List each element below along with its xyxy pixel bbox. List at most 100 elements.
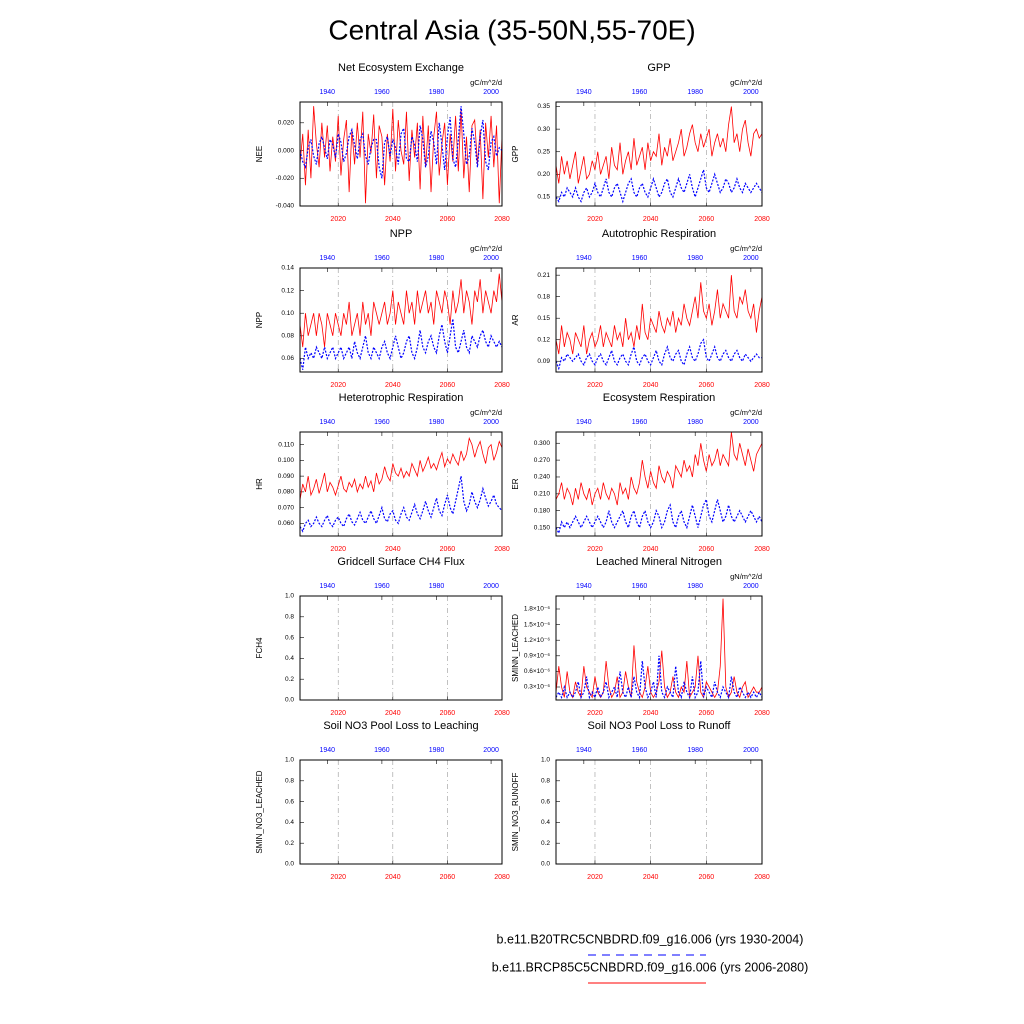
x2-tick-label: 1980 bbox=[687, 747, 703, 754]
y-axis-label: NPP bbox=[255, 312, 264, 328]
y-tick-label: 0.0 bbox=[285, 697, 294, 704]
y-tick-label: 1.8×10⁻⁶ bbox=[524, 606, 550, 613]
y-tick-label: 0.2 bbox=[541, 840, 550, 847]
y-tick-label: 0.12 bbox=[281, 287, 294, 294]
x-tick-label: 2020 bbox=[587, 382, 603, 389]
x-tick-label: 2040 bbox=[643, 216, 659, 223]
data-line bbox=[555, 598, 763, 699]
panel-title: Net Ecosystem Exchange bbox=[338, 62, 464, 74]
x2-tick-label: 1980 bbox=[429, 89, 445, 96]
panel-title: Soil NO3 Pool Loss to Leaching bbox=[323, 720, 478, 732]
data-line bbox=[299, 106, 503, 204]
x-tick-label: 2060 bbox=[440, 382, 456, 389]
y-tick-label: 0.070 bbox=[278, 504, 295, 511]
x2-tick-label: 2000 bbox=[483, 747, 499, 754]
plot-frame bbox=[299, 267, 503, 373]
x2-tick-label: 1980 bbox=[429, 583, 445, 590]
units-label: gC/m^2/d bbox=[470, 244, 502, 253]
y-tick-label: 0.060 bbox=[278, 520, 295, 527]
x-tick-label: 2080 bbox=[494, 382, 510, 389]
data-line bbox=[299, 318, 503, 370]
y-tick-label: 0.8 bbox=[285, 614, 294, 621]
y-axis-label: GPP bbox=[511, 146, 520, 163]
x-tick-label: 2040 bbox=[643, 546, 659, 553]
units-label: gC/m^2/d bbox=[470, 78, 502, 87]
x2-tick-label: 1960 bbox=[374, 419, 390, 426]
y-tick-label: 0.15 bbox=[537, 315, 550, 322]
y-tick-label: 0.10 bbox=[281, 310, 294, 317]
y-tick-label: 0.12 bbox=[537, 336, 550, 343]
y-tick-label: 0.270 bbox=[534, 457, 551, 464]
y-axis-label: AR bbox=[511, 314, 520, 325]
x-tick-label: 2040 bbox=[385, 710, 401, 717]
panel-title: Soil NO3 Pool Loss to Runoff bbox=[588, 720, 732, 732]
y-tick-label: 0.0 bbox=[541, 861, 550, 868]
units-label: gC/m^2/d bbox=[730, 408, 762, 417]
data-line bbox=[555, 431, 763, 506]
x-tick-label: 2020 bbox=[330, 710, 346, 717]
x2-tick-label: 1960 bbox=[374, 89, 390, 96]
x-tick-label: 2080 bbox=[494, 874, 510, 881]
x-tick-label: 2020 bbox=[587, 216, 603, 223]
x2-tick-label: 1940 bbox=[320, 419, 336, 426]
panel-title: Leached Mineral Nitrogen bbox=[596, 556, 722, 568]
plot-frame bbox=[299, 595, 503, 701]
y-tick-label: 0.4 bbox=[285, 819, 294, 826]
x2-tick-label: 1940 bbox=[320, 583, 336, 590]
y-tick-label: 0.6 bbox=[285, 634, 294, 641]
y-tick-label: 0.210 bbox=[534, 491, 551, 498]
plot-frame bbox=[299, 101, 503, 207]
plot-frame bbox=[555, 431, 763, 537]
x-tick-label: 2080 bbox=[754, 874, 770, 881]
x-tick-label: 2040 bbox=[643, 874, 659, 881]
x-tick-label: 2040 bbox=[643, 382, 659, 389]
y-tick-label: 0.21 bbox=[537, 272, 550, 279]
y-tick-label: 0.9×10⁻⁶ bbox=[524, 653, 550, 660]
x2-tick-label: 2000 bbox=[483, 255, 499, 262]
x2-tick-label: 1940 bbox=[576, 89, 592, 96]
x-tick-label: 2080 bbox=[494, 710, 510, 717]
y-tick-label: 0.6×10⁻⁶ bbox=[524, 668, 550, 675]
plot-frame bbox=[555, 267, 763, 373]
x2-tick-label: 2000 bbox=[483, 89, 499, 96]
x-tick-label: 2080 bbox=[754, 382, 770, 389]
x2-tick-label: 2000 bbox=[483, 583, 499, 590]
x-tick-label: 2060 bbox=[440, 546, 456, 553]
plot-frame bbox=[555, 101, 763, 207]
x2-tick-label: 2000 bbox=[743, 747, 759, 754]
data-line bbox=[555, 275, 763, 355]
data-line bbox=[299, 475, 503, 533]
x2-tick-label: 1980 bbox=[429, 255, 445, 262]
data-line bbox=[299, 273, 503, 348]
legend-label: b.e11.BRCP85C5CNBDRD.f09_g16.006 (yrs 20… bbox=[492, 960, 809, 974]
y-tick-label: 1.5×10⁻⁶ bbox=[524, 621, 550, 628]
x2-tick-label: 1960 bbox=[374, 255, 390, 262]
x-tick-label: 2040 bbox=[385, 546, 401, 553]
x-tick-label: 2020 bbox=[330, 546, 346, 553]
plot-frame bbox=[299, 759, 503, 865]
x2-tick-label: 1980 bbox=[687, 89, 703, 96]
x2-tick-label: 1940 bbox=[576, 583, 592, 590]
x2-tick-label: 1980 bbox=[429, 747, 445, 754]
plot-frame bbox=[555, 759, 763, 865]
x2-tick-label: 2000 bbox=[743, 89, 759, 96]
y-tick-label: 0.8 bbox=[285, 778, 294, 785]
x2-tick-label: 1960 bbox=[632, 89, 648, 96]
x-tick-label: 2080 bbox=[754, 216, 770, 223]
x2-tick-label: 1980 bbox=[687, 255, 703, 262]
y-tick-label: 0.30 bbox=[537, 126, 550, 133]
y-tick-label: 0.35 bbox=[537, 103, 550, 110]
x2-tick-label: 2000 bbox=[743, 255, 759, 262]
y-tick-label: 0.150 bbox=[534, 524, 551, 531]
y-tick-label: 0.25 bbox=[537, 148, 550, 155]
x-tick-label: 2040 bbox=[643, 710, 659, 717]
x2-tick-label: 2000 bbox=[743, 419, 759, 426]
y-tick-label: 0.4 bbox=[541, 819, 550, 826]
x2-tick-label: 1960 bbox=[374, 583, 390, 590]
x-tick-label: 2080 bbox=[494, 216, 510, 223]
legend-label: b.e11.B20TRC5CNBDRD.f09_g16.006 (yrs 193… bbox=[497, 932, 804, 946]
y-tick-label: 0.6 bbox=[541, 798, 550, 805]
x2-tick-label: 1960 bbox=[632, 747, 648, 754]
x2-tick-label: 1940 bbox=[320, 747, 336, 754]
y-tick-label: 1.0 bbox=[285, 593, 294, 600]
